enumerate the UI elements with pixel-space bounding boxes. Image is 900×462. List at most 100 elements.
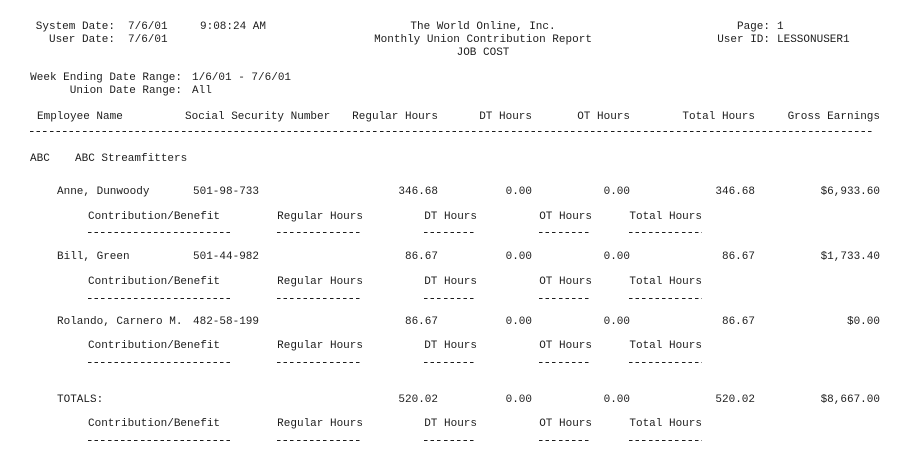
union-group-code: ABC <box>30 153 50 165</box>
title-block: The World Online, Inc. Monthly Union Con… <box>333 21 633 60</box>
totals-total-hours: 520.02 <box>715 394 755 406</box>
user-date-label: User Date: <box>48 34 115 46</box>
subcol-total-rule <box>629 232 702 233</box>
user-id-label: User ID: <box>717 34 770 46</box>
totals-label: TOTALS: <box>57 394 104 406</box>
user-id-value: LESSONUSER1 <box>777 34 850 46</box>
subcol-dt-rule <box>424 232 477 233</box>
subcol-total-rule <box>629 440 702 441</box>
subcol-regular-rule <box>277 440 363 441</box>
subcol-ot-rule <box>539 362 592 363</box>
subcol-ot-rule <box>539 298 592 299</box>
subcol-dt-rule <box>424 362 477 363</box>
employee-name: Bill, Green <box>57 251 130 263</box>
col-ot-hours: OT Hours <box>577 111 630 123</box>
employee-ssn: 482-58-199 <box>193 316 260 328</box>
employee-gross-earnings: $1,733.40 <box>820 251 880 263</box>
subcol-regular-hours: Regular Hours <box>277 211 363 223</box>
employee-regular-hours: 346.68 <box>398 186 438 198</box>
totals-ot-hours: 0.00 <box>603 394 630 406</box>
subcol-total-hours: Total Hours <box>629 418 702 430</box>
subcol-dt-hours: DT Hours <box>424 211 477 223</box>
col-employee-name: Employee Name <box>37 111 123 123</box>
user-id-row: User ID: LESSONUSER1 <box>0 34 900 47</box>
subcol-contribution-rule <box>88 440 233 441</box>
contribution-header-row: Contribution/Benefit Regular Hours DT Ho… <box>0 211 900 224</box>
company-name: The World Online, Inc. <box>410 21 556 33</box>
employee-total-hours: 346.68 <box>715 186 755 198</box>
subcol-contribution-rule <box>88 362 233 363</box>
subcol-dt-hours: DT Hours <box>424 276 477 288</box>
subcol-total-hours: Total Hours <box>629 340 702 352</box>
union-date-range-value: All <box>192 85 212 97</box>
subcol-ot-rule <box>539 232 592 233</box>
user-date-row: User Date: 7/6/01 <box>0 34 900 47</box>
employee-row: Rolando, Carnero M. 482-58-199 86.67 0.0… <box>0 316 900 329</box>
header-separator-rule <box>30 131 872 132</box>
employee-row: Anne, Dunwoody 501-98-733 346.68 0.00 0.… <box>0 186 900 199</box>
employee-ot-hours: 0.00 <box>603 316 630 328</box>
user-date-value: 7/6/01 <box>128 34 168 46</box>
union-group-row: ABC ABC Streamfitters <box>0 153 900 166</box>
subcol-ot-hours: OT Hours <box>539 211 592 223</box>
col-dt-hours: DT Hours <box>479 111 532 123</box>
subcol-contribution: Contribution/Benefit <box>88 418 221 430</box>
system-date-row: System Date: 7/6/01 9:08:24 AM <box>0 21 900 34</box>
system-date-value: 7/6/01 <box>128 21 168 33</box>
subcol-regular-rule <box>277 232 363 233</box>
employee-ot-hours: 0.00 <box>603 251 630 263</box>
employee-total-hours: 86.67 <box>721 316 755 328</box>
subcol-regular-hours: Regular Hours <box>277 276 363 288</box>
employee-ssn: 501-98-733 <box>193 186 260 198</box>
contribution-header-row: Contribution/Benefit Regular Hours DT Ho… <box>0 418 900 431</box>
employee-ssn: 501-44-982 <box>193 251 260 263</box>
col-ssn: Social Security Number <box>185 111 331 123</box>
employee-name: Anne, Dunwoody <box>57 186 150 198</box>
report-subtitle: JOB COST <box>456 47 510 59</box>
union-date-range-label: Union Date Range: <box>69 85 182 97</box>
subcol-ot-hours: OT Hours <box>539 276 592 288</box>
subcol-ot-rule <box>539 440 592 441</box>
employee-regular-hours: 86.67 <box>404 316 438 328</box>
contribution-header-row: Contribution/Benefit Regular Hours DT Ho… <box>0 276 900 289</box>
week-ending-range-value: 1/6/01 - 7/6/01 <box>192 72 292 84</box>
employee-regular-hours: 86.67 <box>404 251 438 263</box>
system-date-label: System Date: <box>35 21 115 33</box>
subcol-regular-hours: Regular Hours <box>277 418 363 430</box>
employee-name: Rolando, Carnero M. <box>57 316 183 328</box>
totals-regular-hours: 520.02 <box>398 394 438 406</box>
subcol-dt-hours: DT Hours <box>424 418 477 430</box>
subcol-regular-rule <box>277 298 363 299</box>
subcol-dt-hours: DT Hours <box>424 340 477 352</box>
subcol-dt-rule <box>424 440 477 441</box>
system-time-value: 9:08:24 AM <box>200 21 267 33</box>
subcol-contribution-rule <box>88 298 233 299</box>
employee-gross-earnings: $0.00 <box>846 316 880 328</box>
subcol-ot-hours: OT Hours <box>539 418 592 430</box>
employee-dt-hours: 0.00 <box>505 186 532 198</box>
union-group-name: ABC Streamfitters <box>75 153 188 165</box>
contribution-header-row: Contribution/Benefit Regular Hours DT Ho… <box>0 340 900 353</box>
employee-total-hours: 86.67 <box>721 251 755 263</box>
union-date-range-row: Union Date Range: All <box>0 85 900 98</box>
subcol-dt-rule <box>424 298 477 299</box>
page-label: Page: <box>736 21 770 33</box>
employee-dt-hours: 0.00 <box>505 316 532 328</box>
subcol-ot-hours: OT Hours <box>539 340 592 352</box>
report-title: Monthly Union Contribution Report <box>374 34 592 46</box>
subcol-total-rule <box>629 362 702 363</box>
totals-gross-earnings: $8,667.00 <box>820 394 880 406</box>
col-total-hours: Total Hours <box>682 111 755 123</box>
subcol-contribution: Contribution/Benefit <box>88 340 221 352</box>
subcol-total-hours: Total Hours <box>629 211 702 223</box>
employee-dt-hours: 0.00 <box>505 251 532 263</box>
subcol-contribution: Contribution/Benefit <box>88 211 221 223</box>
subcol-total-hours: Total Hours <box>629 276 702 288</box>
col-gross-earnings: Gross Earnings <box>787 111 880 123</box>
page-number: 1 <box>777 21 784 33</box>
column-header-row: Employee Name Social Security Number Reg… <box>0 111 900 124</box>
subcol-regular-hours: Regular Hours <box>277 340 363 352</box>
col-regular-hours: Regular Hours <box>352 111 438 123</box>
totals-row: TOTALS: 520.02 0.00 0.00 520.02 $8,667.0… <box>0 394 900 407</box>
